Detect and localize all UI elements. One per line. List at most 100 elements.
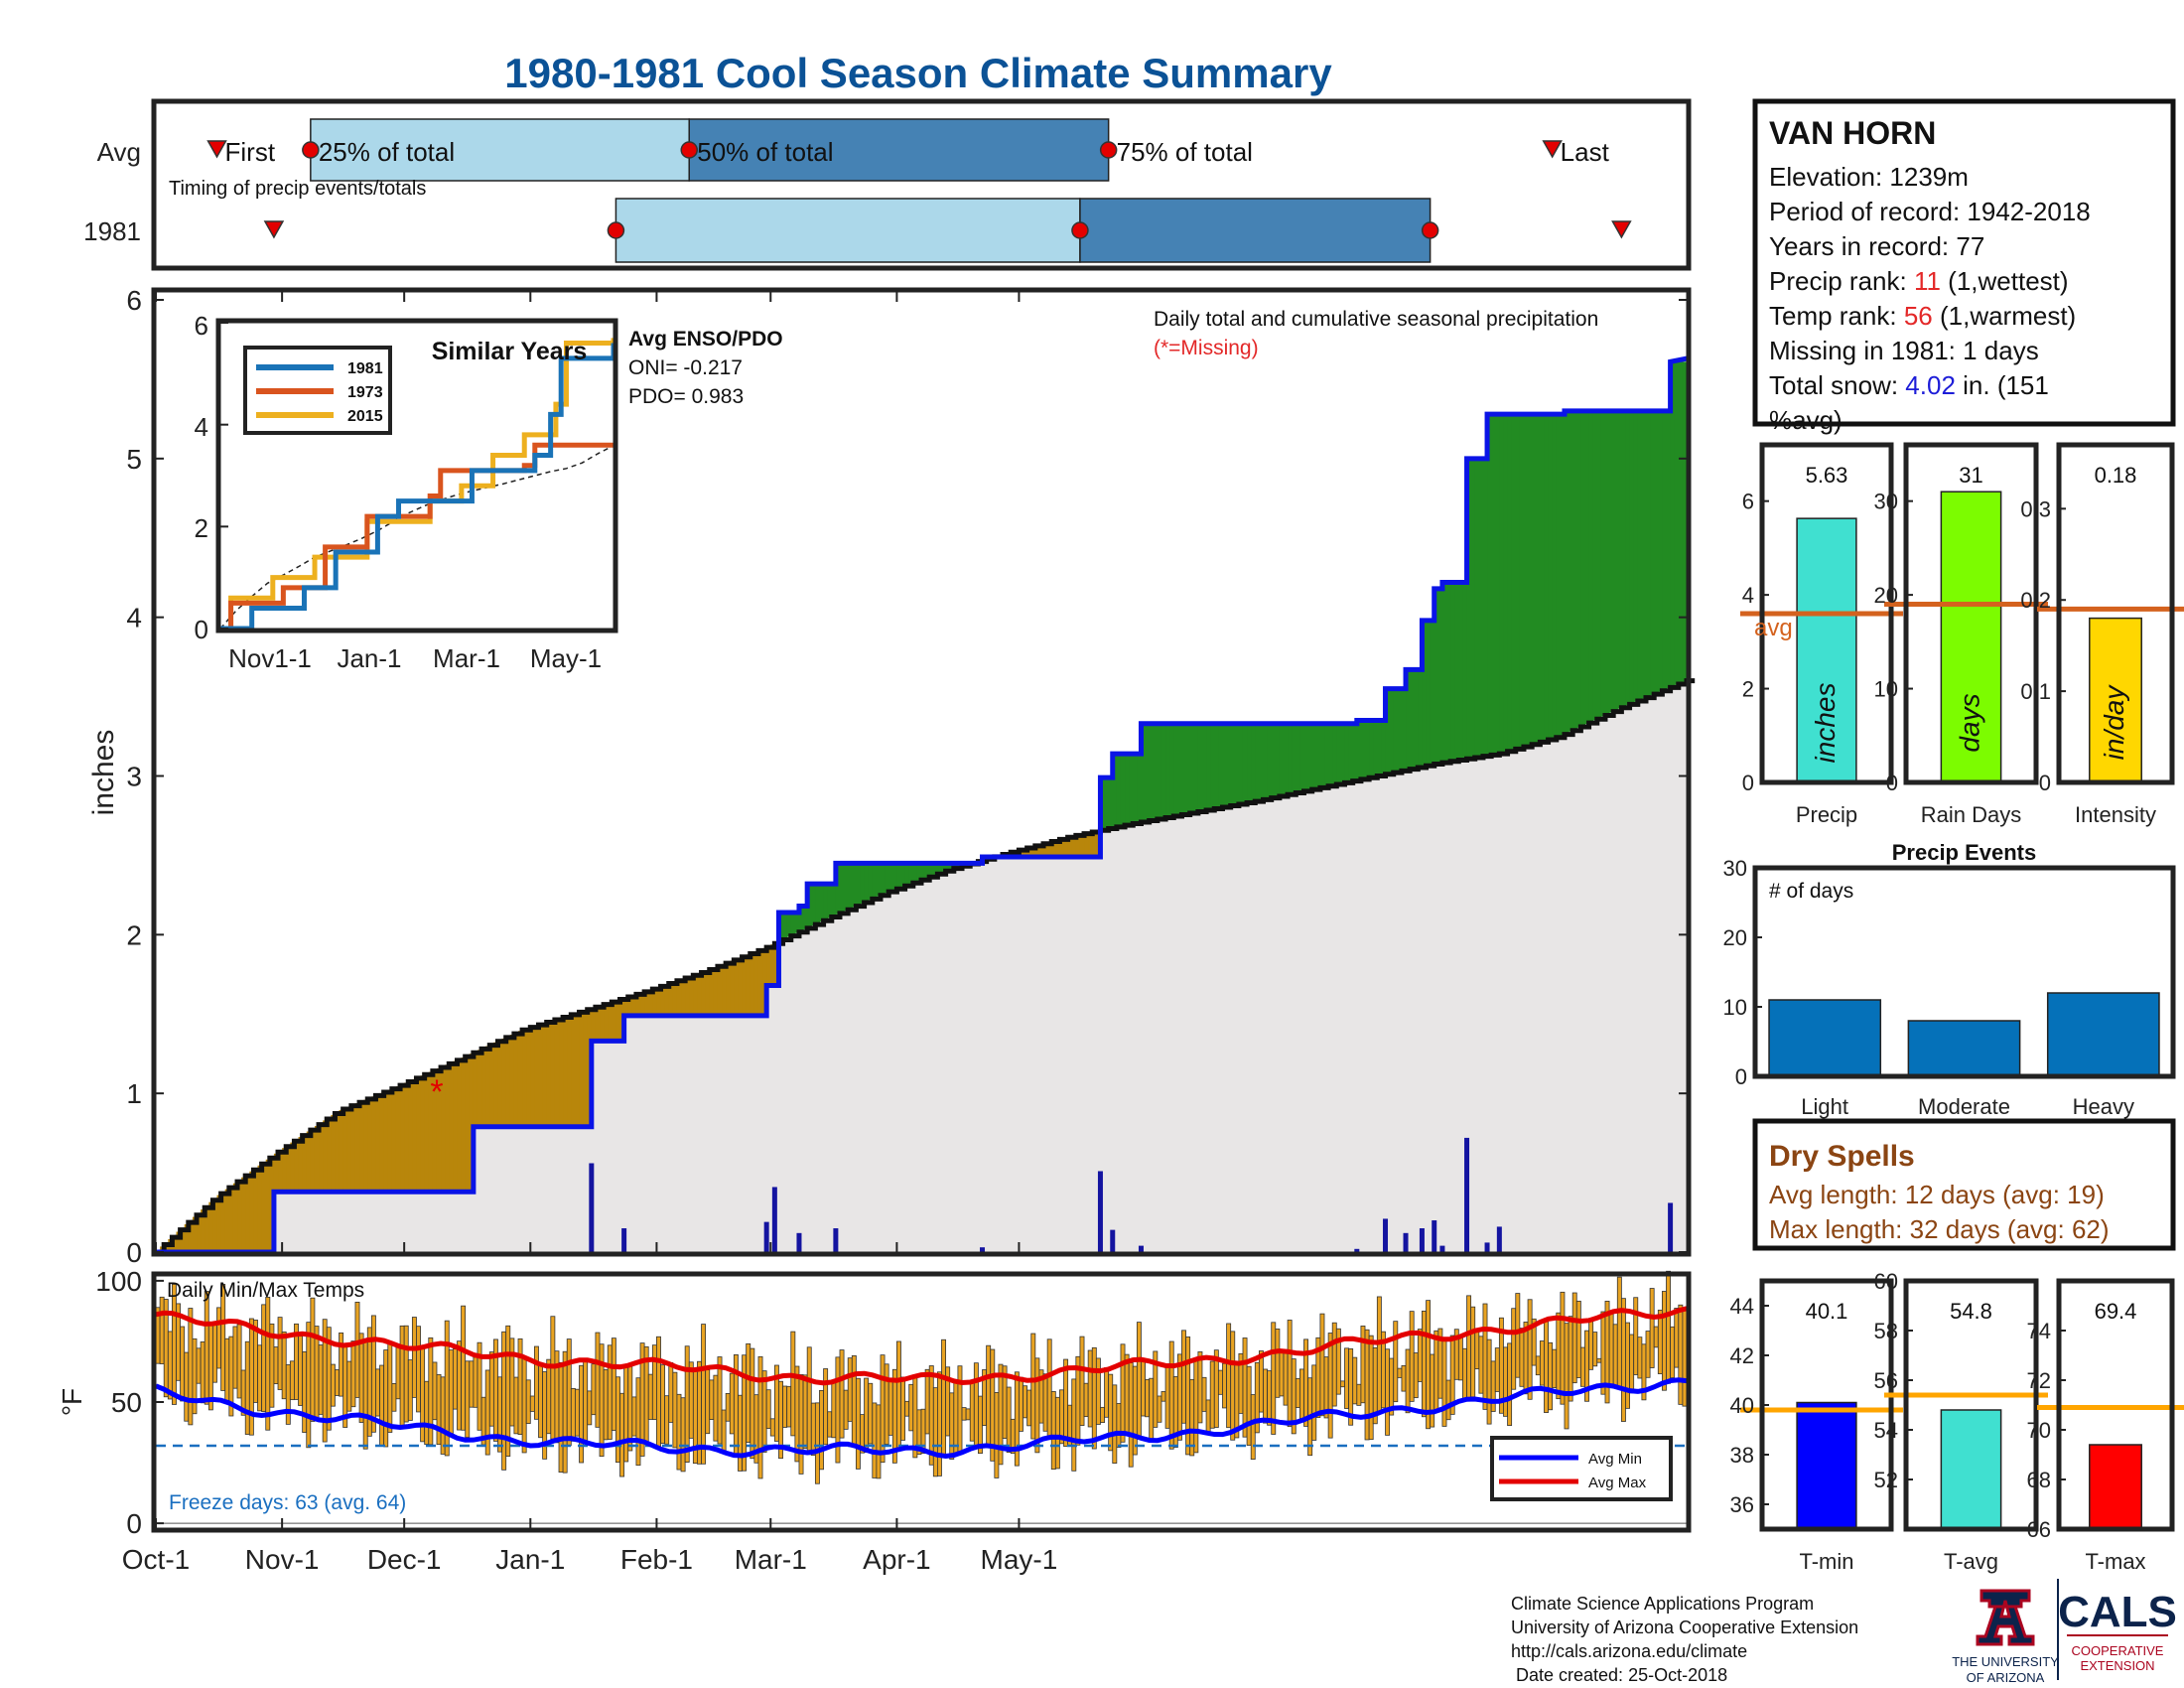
surplus-strip (1474, 458, 1480, 758)
daily-temp-range-bar (595, 1332, 601, 1428)
temp-ytick-label: 36 (1730, 1492, 1754, 1517)
surplus-strip (1641, 410, 1647, 699)
surplus-strip (1523, 414, 1529, 747)
temp-rank-note: (1,warmest) (1933, 301, 2076, 331)
surplus-strip (1637, 410, 1643, 701)
deficit-strip (306, 1131, 312, 1193)
station-info: VAN HORN Elevation: 1239m Period of reco… (1752, 98, 2176, 435)
coop-text-1: COOPERATIVE (2072, 1643, 2164, 1658)
deficit-strip (522, 1029, 527, 1127)
precip-y-ticks: 0 1 2 3 4 5 6 (126, 285, 1689, 1268)
surplus-strip (1532, 414, 1537, 745)
surplus-strip (1430, 620, 1435, 765)
daily-precip-bar (1403, 1232, 1409, 1252)
daily-temp-range-bar (362, 1340, 368, 1450)
deficit-strip (282, 1148, 287, 1193)
surplus-strip (1548, 414, 1554, 740)
daily-precip-bar (833, 1228, 839, 1252)
daily-temp-range-bar (1433, 1330, 1439, 1412)
daily-temp-range-bar (379, 1364, 385, 1447)
summary-value-2: 0.18 (2095, 463, 2137, 488)
deficit-strip (481, 1048, 486, 1127)
events-ytick-10: 10 (1723, 995, 1747, 1020)
daily-temp-range-bar (802, 1374, 808, 1450)
deficit-strip (241, 1177, 246, 1252)
events-label-light: Light (1801, 1094, 1848, 1119)
deficit-strip (1092, 831, 1097, 858)
deficit-strip (493, 1042, 499, 1127)
deficit-strip (635, 993, 641, 1016)
daily-precip-bar (771, 1187, 777, 1252)
surplus-strip (1137, 754, 1143, 823)
inset-line-1981 (220, 343, 616, 632)
deficit-strip (664, 984, 670, 1016)
daily-temp-range-bar (676, 1393, 682, 1471)
daily-temp-range-bar (1344, 1347, 1350, 1409)
deficit-strip (371, 1096, 377, 1193)
deficit-strip (245, 1174, 250, 1252)
avg-max-line (155, 1306, 1688, 1386)
daily-temp-range-bar (1385, 1348, 1391, 1436)
daily-temp-range-bar (631, 1396, 637, 1437)
surplus-strip (803, 906, 808, 929)
surplus-strip (1157, 723, 1162, 819)
daily-temp-range-bar (872, 1402, 878, 1478)
events-ylabel: # of days (1769, 880, 1853, 903)
precip-ytick-0: 0 (126, 1237, 142, 1268)
deficit-strip (485, 1046, 490, 1127)
temperature-bars (155, 1270, 1688, 1524)
surplus-strip (1528, 414, 1533, 746)
daily-temp-range-bar (1327, 1333, 1333, 1439)
surplus-strip (1369, 720, 1374, 777)
observed-cumulative-line (156, 355, 1688, 1255)
daily-temp-range-bar (1112, 1384, 1118, 1464)
snow-label: Total snow: (1769, 370, 1905, 400)
surplus-strip (1678, 361, 1684, 684)
daily-precip-bar (1383, 1218, 1389, 1252)
deficit-strip (265, 1159, 271, 1252)
temperature-title: Daily Min/Max Temps (167, 1279, 364, 1302)
daily-precip-bar (1464, 1137, 1470, 1252)
precip-ylabel: inches (87, 730, 120, 816)
surplus-strip (1385, 688, 1391, 774)
deficit-strip (404, 1082, 409, 1193)
deficit-strip (257, 1165, 263, 1252)
surplus-strip (1116, 754, 1122, 827)
surplus-strip (815, 884, 821, 924)
deficit-strip (563, 1016, 568, 1127)
surplus-strip (1609, 410, 1614, 713)
daily-temp-range-bar (668, 1361, 674, 1423)
temperature-legend: Avg Min Avg Max (1490, 1436, 1673, 1501)
events-bar-heavy (2046, 992, 2160, 1077)
surplus-strip (1222, 723, 1228, 807)
surplus-strip (1348, 723, 1354, 782)
deficit-strip (469, 1054, 475, 1193)
daily-temp-range-bar (1124, 1353, 1130, 1436)
inset-xtick-nov: Nov1-1 (228, 643, 312, 673)
surplus-strip (1441, 582, 1447, 763)
summary-unit-0: inches (1810, 683, 1841, 764)
daily-temp-range-bar (1279, 1350, 1285, 1397)
events-ytick-30: 30 (1723, 856, 1747, 881)
daily-temp-range-bar (949, 1392, 955, 1460)
daily-temp-range-bar (819, 1389, 824, 1471)
legend-label-1973: 1973 (347, 384, 383, 401)
deficit-strip (379, 1092, 385, 1193)
deficit-strip (726, 962, 731, 1016)
timing-1981-p25-marker (607, 221, 625, 239)
deficit-strip (762, 947, 767, 1016)
surplus-strip (1319, 723, 1325, 788)
daily-temp-range-bar (1511, 1308, 1517, 1390)
surplus-strip (1230, 723, 1236, 806)
daily-precip-bar (763, 1221, 769, 1252)
daily-temp-range-bar (469, 1360, 475, 1408)
surplus-strip (1645, 410, 1651, 697)
daily-temp-range-bar (1422, 1310, 1427, 1418)
temp-label-2: T-max (2085, 1549, 2145, 1574)
surplus-strip (1283, 723, 1289, 795)
daily-temp-range-bar (335, 1369, 340, 1396)
deficit-strip (184, 1224, 190, 1252)
daily-temp-range-bar (1620, 1298, 1626, 1422)
deficit-strip (253, 1168, 259, 1252)
